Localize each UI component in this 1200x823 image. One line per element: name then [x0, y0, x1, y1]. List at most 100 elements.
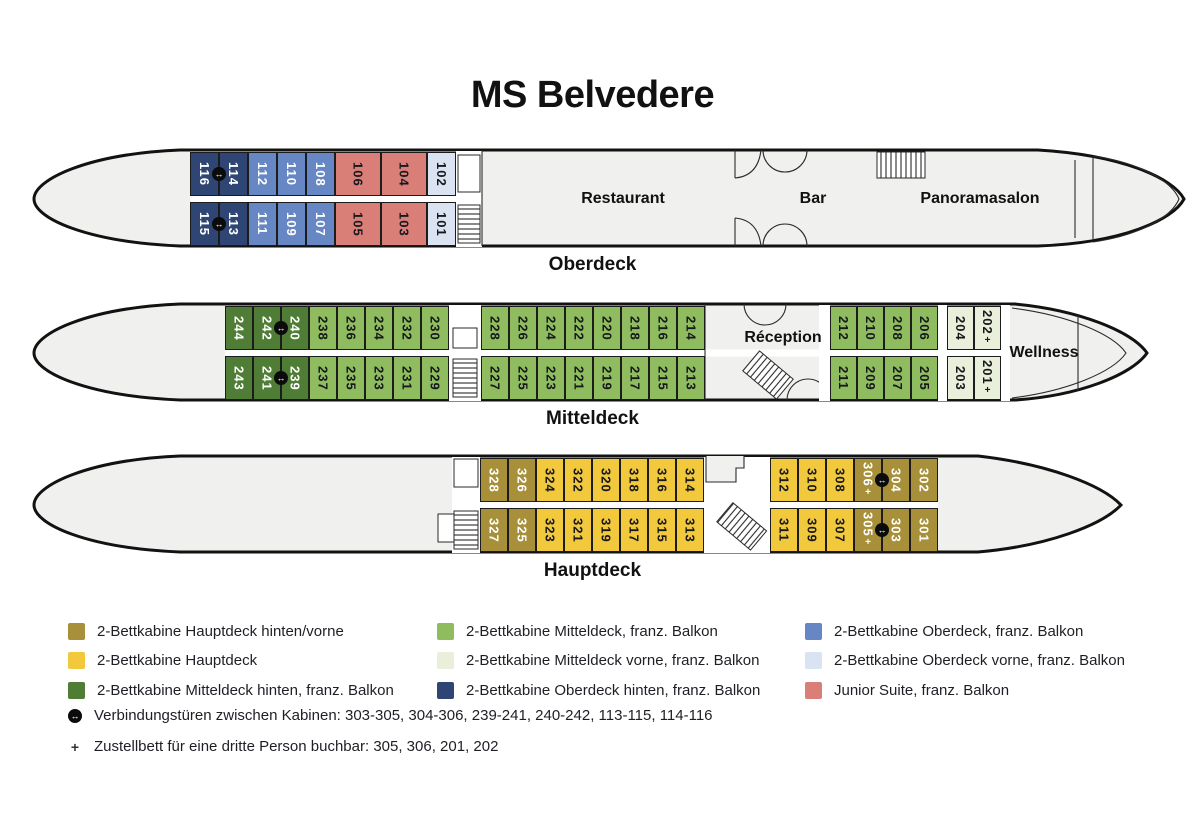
cabin-number: 217 [627, 365, 643, 391]
cabin-number: 325 [514, 517, 530, 543]
cabin-223: 223 [537, 356, 565, 400]
cabin-number: 235 [343, 365, 359, 391]
area-label-rception: Réception [744, 329, 822, 346]
cabin-number: 216 [655, 315, 671, 341]
cabin-number: 304 [888, 467, 904, 493]
cabin-number: 315 [654, 517, 670, 543]
note-text: Verbindungstüren zwischen Kabinen: 303-3… [94, 707, 713, 724]
legend-swatch [805, 623, 822, 641]
legend-swatch [805, 681, 822, 699]
legend-label: 2-Bettkabine Oberdeck vorne, franz. Balk… [834, 652, 1125, 670]
legend-item: Junior Suite, franz. Balkon [805, 681, 1125, 700]
cabin-109: 109 [277, 202, 306, 246]
cabin-236: 236 [337, 306, 365, 350]
cabin-323: 323 [536, 508, 564, 552]
connecting-door-icon: ↔ [875, 523, 889, 537]
corridor-strip [452, 501, 938, 509]
cabin-number: 206 [917, 315, 932, 341]
cabin-number: 309 [804, 517, 820, 543]
cabin-number: 109 [284, 211, 299, 237]
legend-label: 2-Bettkabine Oberdeck hinten, franz. Bal… [466, 681, 761, 699]
cabin-322: 322 [564, 458, 592, 502]
cabin-number: 211 [836, 366, 851, 390]
oberdeck-plan: 116 114 112 110 108 106 104 102 115 113 111 109 107 1… [30, 148, 1188, 250]
legend-item: 2-Bettkabine Mitteldeck hinten, franz. B… [68, 681, 437, 700]
cabin-number: 313 [682, 517, 698, 543]
cabin-226: 226 [509, 306, 537, 350]
cabin-number: 210 [863, 315, 878, 341]
cabin-number: 231 [399, 365, 415, 391]
cabin-number: 327 [486, 517, 502, 543]
cabin-number: 314 [682, 467, 698, 493]
cabin-number: 320 [598, 467, 614, 493]
cabin-number: 218 [627, 315, 643, 341]
cabin-316: 316 [648, 458, 676, 502]
cabin-number: 240 [287, 315, 303, 341]
cabin-107: 107 [306, 202, 335, 246]
legend-label: 2-Bettkabine Oberdeck, franz. Balkon [834, 623, 1084, 641]
legend-swatch [68, 623, 85, 641]
cabin-number: 302 [916, 467, 932, 493]
hauptdeck-plan: 328 326 324 322 320 318 316 314 312 310 308 306 +304… [30, 454, 1126, 556]
cabin-number: 115 [197, 212, 212, 236]
cabin-number: 203 [953, 365, 968, 391]
legend-label: 2-Bettkabine Hauptdeck hinten/vorne [97, 623, 344, 641]
corridor-strip [225, 349, 1001, 357]
cabin-310: 310 [798, 458, 826, 502]
cabin-number: 229 [427, 365, 443, 391]
cabin-number: 224 [543, 315, 559, 341]
cabin-328: 328 [480, 458, 508, 502]
cabin-225: 225 [509, 356, 537, 400]
cabin-number: 243 [231, 365, 247, 391]
cabin-103: 103 [381, 202, 427, 246]
legend-item: 2-Bettkabine Hauptdeck [68, 651, 437, 670]
cabin-318: 318 [620, 458, 648, 502]
cabin-number: 110 [284, 162, 299, 186]
cabin-202: 202 + [974, 306, 1001, 350]
cabin-325: 325 [508, 508, 536, 552]
cabin-number: 316 [654, 467, 670, 493]
cabin-number: 204 [953, 315, 968, 341]
cabin-214: 214 [677, 306, 705, 350]
cabin-106: 106 [335, 152, 381, 196]
area-label-bar: Bar [799, 190, 827, 207]
cabin-317: 317 [620, 508, 648, 552]
legend-swatch [68, 681, 85, 699]
cabin-number: 104 [396, 161, 412, 187]
cabin-number: 225 [515, 365, 531, 391]
cabin-number: 306 [860, 462, 876, 487]
cabin-number: 221 [571, 365, 587, 391]
legend-swatch [68, 652, 85, 670]
legend-label: 2-Bettkabine Mitteldeck, franz. Balkon [466, 623, 718, 641]
cabin-326: 326 [508, 458, 536, 502]
oberdeck-cabins-overlay: 116 114 112 110 108 106 104 102 115 113 111 109 107 1… [30, 148, 1188, 250]
cabin-312: 312 [770, 458, 798, 502]
cabin-number: 324 [542, 467, 558, 493]
legend-swatch [437, 652, 454, 670]
cabin-319: 319 [592, 508, 620, 552]
deck-label-oberdeck: Oberdeck [548, 254, 637, 275]
cabin-number: 208 [890, 315, 905, 341]
cabin-207: 207 [884, 356, 911, 400]
cabin-208: 208 [884, 306, 911, 350]
cabin-314: 314 [676, 458, 704, 502]
cabin-number: 239 [287, 365, 303, 391]
cabin-212: 212 [830, 306, 857, 350]
connecting-door-icon: ↔ [212, 217, 226, 231]
deck-label-mitteldeck: Mitteldeck [546, 408, 639, 429]
cabin-110: 110 [277, 152, 306, 196]
lift-room [452, 327, 478, 349]
cabin-101: 101 [427, 202, 456, 246]
cabin-number: 226 [515, 315, 531, 341]
cabin-309: 309 [798, 508, 826, 552]
lift-room [457, 154, 481, 193]
cabin-220: 220 [593, 306, 621, 350]
cabin-232: 232 [393, 306, 421, 350]
lift-room [453, 458, 479, 488]
cabin-number: 301 [916, 517, 932, 543]
cabin-number: 223 [543, 365, 559, 391]
cabin-231: 231 [393, 356, 421, 400]
cabin-216: 216 [649, 306, 677, 350]
stairs-icon [742, 350, 794, 400]
cabin-230: 230 [421, 306, 449, 350]
